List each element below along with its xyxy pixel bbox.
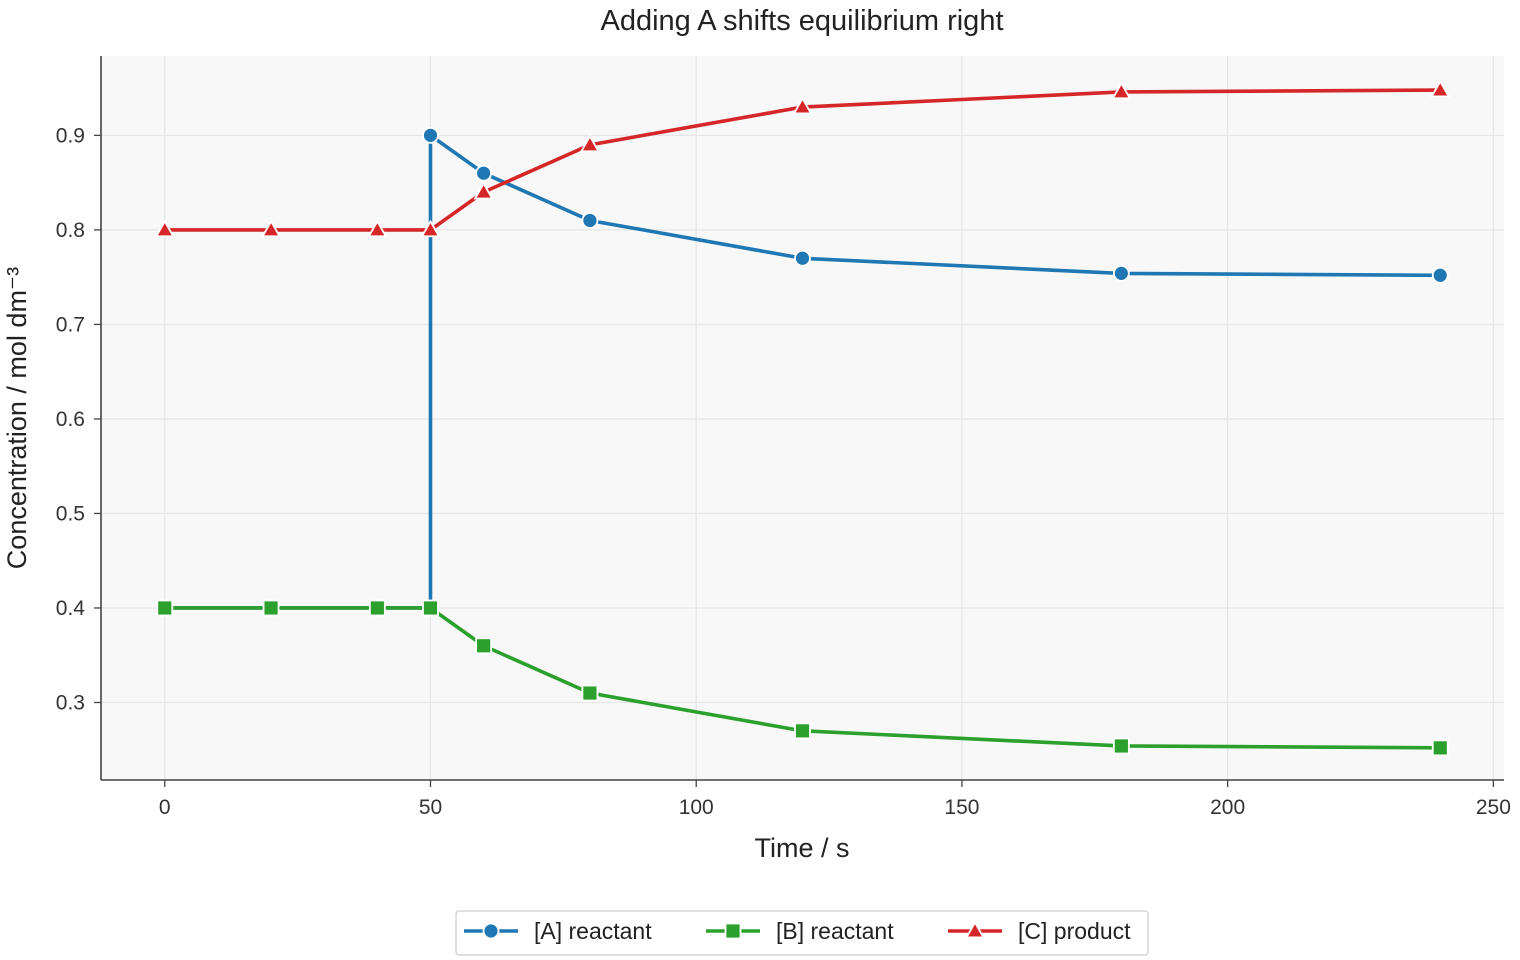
axes — [100, 56, 1504, 781]
data-point — [475, 164, 493, 182]
x-tick-label: 150 — [944, 796, 979, 819]
y-tick-label: 0.7 — [56, 313, 85, 336]
data-point — [1431, 266, 1449, 284]
y-tick-label: 0.4 — [56, 597, 86, 620]
data-point — [422, 126, 439, 144]
legend-entry: [C] product — [948, 918, 1131, 944]
data-point — [154, 219, 175, 238]
legend-marker — [482, 922, 500, 940]
data-point — [1431, 739, 1449, 757]
y-tick-label: 0.6 — [56, 408, 85, 431]
data-point — [420, 219, 441, 238]
legend-items: [A] reactant [B] reactant [C] product — [464, 918, 1131, 944]
series-2 — [156, 599, 1449, 757]
data-point — [262, 599, 280, 617]
chart-title: Adding A shifts equilibrium right — [601, 5, 1004, 37]
legend-label: [A] reactant — [534, 918, 652, 944]
series-3 — [154, 79, 1451, 238]
data-point — [1430, 79, 1451, 98]
data-point — [794, 722, 811, 740]
data-point — [1112, 264, 1130, 282]
data-point — [581, 212, 599, 229]
data-point — [475, 637, 493, 655]
y-tick-label: 0.9 — [56, 124, 85, 147]
legend-label: [C] product — [1018, 918, 1131, 944]
x-tick-label: 0 — [159, 796, 171, 819]
x-tick-label: 100 — [679, 796, 714, 819]
data-point — [579, 134, 600, 153]
data-point — [156, 599, 174, 617]
legend-entry: [B] reactant — [706, 918, 894, 944]
data-point — [473, 181, 494, 200]
y-tick-label: 0.5 — [56, 502, 85, 525]
y-tick-label: 0.3 — [56, 691, 85, 714]
data-point — [367, 219, 388, 238]
x-tick-label: 250 — [1476, 796, 1511, 819]
y-tick-label: 0.8 — [56, 219, 85, 242]
legend-marker — [964, 920, 986, 939]
series-layer — [154, 79, 1451, 757]
legend: [A] reactant [B] reactant [C] product — [455, 910, 1149, 956]
data-point — [1111, 81, 1132, 100]
ticks: 0 50 100 150 200 250 0.3 0.4 0.5 0.6 0.7 0.8 0.9 — [56, 124, 1511, 819]
data-point — [1112, 737, 1130, 755]
x-tick-label: 50 — [419, 796, 442, 819]
x-tick-label: 200 — [1210, 796, 1245, 819]
legend-entry: [A] reactant — [464, 918, 652, 944]
data-point — [368, 599, 386, 617]
data-point — [794, 249, 811, 267]
x-axis-title: Time / s — [754, 833, 849, 863]
data-point — [581, 684, 599, 702]
data-point — [792, 96, 813, 115]
legend-label: [B] reactant — [776, 918, 894, 944]
legend-marker — [724, 922, 742, 940]
data-point — [261, 219, 282, 238]
plot-area — [101, 56, 1504, 780]
data-point — [422, 599, 439, 617]
y-axis-title: Concentration / mol dm⁻³ — [2, 267, 32, 569]
